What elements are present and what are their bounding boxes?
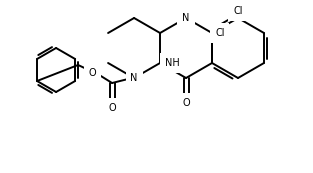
Text: N: N	[182, 13, 190, 23]
Text: NH: NH	[165, 58, 180, 68]
Text: O: O	[89, 68, 96, 78]
Text: Cl: Cl	[233, 6, 243, 16]
Text: Cl: Cl	[215, 28, 224, 38]
Text: O: O	[108, 103, 116, 113]
Text: O: O	[182, 98, 190, 108]
Text: N: N	[131, 73, 138, 83]
